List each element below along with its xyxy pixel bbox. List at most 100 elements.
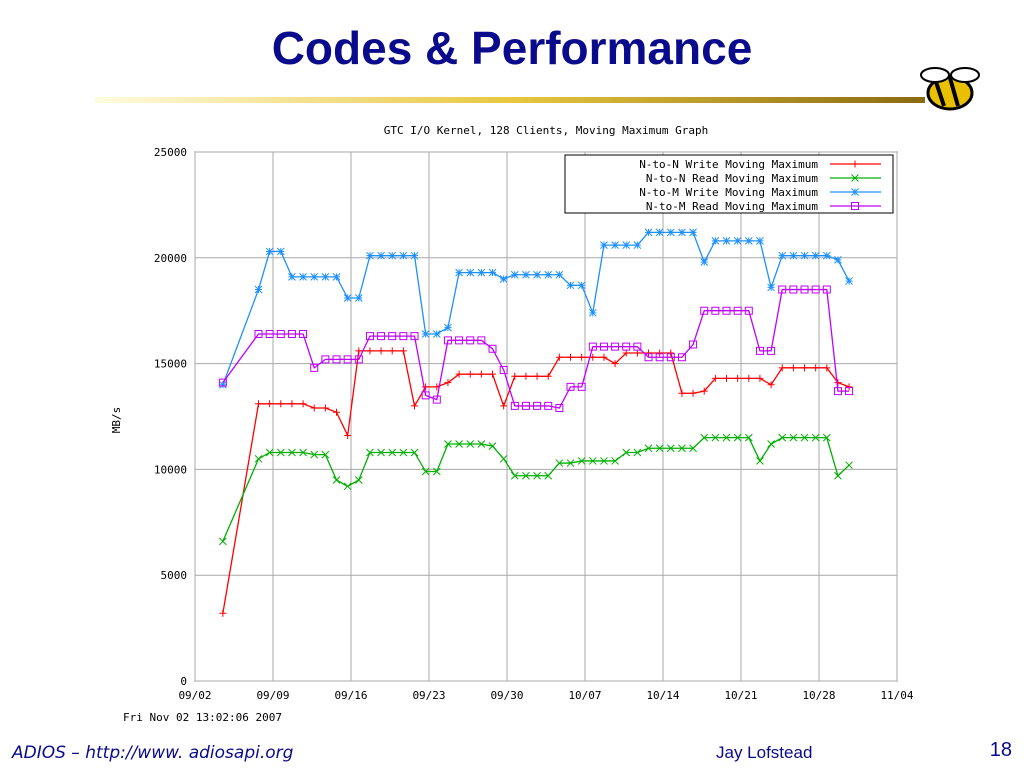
data-point <box>399 332 408 341</box>
data-point <box>833 387 842 396</box>
data-point <box>444 440 452 448</box>
data-point <box>700 258 709 266</box>
data-point <box>377 448 385 457</box>
data-point <box>600 353 608 361</box>
timestamp: Fri Nov 02 13:02:06 2007 <box>123 711 282 724</box>
data-point <box>388 448 397 457</box>
data-point <box>666 353 675 362</box>
data-point <box>466 336 475 345</box>
data-point <box>555 353 563 361</box>
data-point <box>834 379 842 387</box>
data-point <box>666 444 675 453</box>
data-point <box>611 360 619 368</box>
x-tick-label: 09/30 <box>490 689 523 702</box>
x-tick-label: 09/16 <box>334 689 367 702</box>
data-point <box>443 336 452 345</box>
data-point <box>656 349 664 357</box>
legend-label: N-to-M Write Moving Maximum <box>639 186 818 199</box>
data-point <box>488 442 497 450</box>
page-number: 18 <box>990 739 1012 761</box>
data-point <box>366 251 374 260</box>
data-point <box>789 433 798 442</box>
data-point <box>477 440 486 448</box>
data-point <box>555 459 564 467</box>
data-point <box>477 268 486 277</box>
data-point <box>767 346 776 355</box>
data-point <box>633 349 641 357</box>
data-point <box>310 272 319 281</box>
data-point <box>689 340 698 349</box>
legend-marker <box>851 202 859 210</box>
data-point <box>544 401 553 410</box>
data-point <box>812 364 820 372</box>
data-point <box>689 228 697 237</box>
data-point <box>299 400 307 408</box>
data-point <box>723 374 731 382</box>
data-point <box>254 454 263 463</box>
data-point <box>510 401 519 410</box>
data-point <box>811 285 820 294</box>
data-point <box>477 370 485 378</box>
data-point <box>455 268 463 277</box>
data-point <box>667 349 675 357</box>
data-point <box>510 471 519 480</box>
data-point <box>678 389 686 397</box>
data-point <box>544 270 553 279</box>
y-tick-label: 25000 <box>154 146 187 159</box>
data-point <box>733 306 742 315</box>
data-point <box>711 433 720 442</box>
data-point <box>756 457 764 465</box>
data-point <box>533 372 541 380</box>
data-point <box>677 353 686 362</box>
data-point <box>377 251 385 260</box>
y-tick-label: 0 <box>180 675 187 688</box>
data-point <box>432 467 441 476</box>
data-point <box>365 332 374 341</box>
data-point <box>421 467 430 476</box>
x-tick-label: 10/07 <box>568 689 601 702</box>
legend-label: N-to-M Read Moving Maximum <box>646 200 819 213</box>
series-line <box>222 231 850 385</box>
data-point <box>343 294 352 302</box>
legend-box <box>564 154 894 214</box>
data-point <box>767 381 775 389</box>
data-point <box>733 237 742 245</box>
data-point <box>511 372 519 380</box>
data-point <box>778 285 787 294</box>
data-point <box>678 444 686 453</box>
data-point <box>455 336 464 345</box>
data-point <box>321 272 330 281</box>
data-point <box>500 402 508 410</box>
data-point <box>410 332 419 341</box>
data-point <box>544 372 552 380</box>
data-point <box>700 306 709 315</box>
data-point <box>366 347 374 355</box>
data-point <box>588 308 597 317</box>
data-point <box>533 401 542 410</box>
data-point <box>489 370 497 378</box>
data-point <box>265 448 274 457</box>
data-point <box>354 355 363 364</box>
data-point <box>510 270 519 279</box>
data-point <box>700 387 708 395</box>
data-point <box>767 440 775 448</box>
data-point <box>578 353 586 361</box>
data-point <box>399 448 408 457</box>
x-tick-label: 09/23 <box>412 689 445 702</box>
data-point <box>834 471 842 480</box>
data-point <box>822 433 831 442</box>
data-point <box>644 444 653 453</box>
data-point <box>466 370 474 378</box>
data-point <box>744 237 753 245</box>
data-point <box>823 364 831 372</box>
footer-left: ADIOS – http://www. adiosapi.org <box>11 743 294 763</box>
data-point <box>410 251 419 260</box>
data-point <box>344 432 352 440</box>
data-point <box>444 323 452 332</box>
data-point <box>678 228 686 237</box>
data-point <box>321 404 329 412</box>
data-point <box>577 457 586 465</box>
series-line <box>222 350 850 614</box>
data-point <box>355 347 363 355</box>
data-point <box>611 342 620 351</box>
